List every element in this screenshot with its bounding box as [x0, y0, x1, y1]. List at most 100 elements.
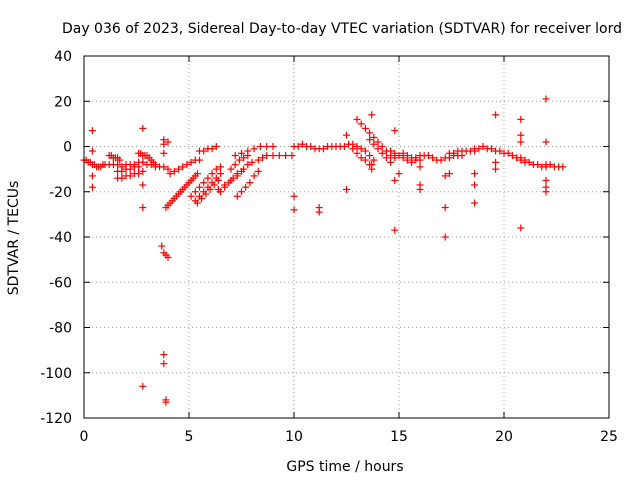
data-point — [139, 124, 147, 132]
data-point — [227, 165, 235, 173]
data-point — [147, 161, 155, 169]
y-tick-label: -120 — [40, 411, 72, 427]
data-point — [88, 172, 96, 180]
data-point — [294, 143, 302, 150]
data-point — [139, 382, 147, 390]
data-point — [361, 156, 369, 164]
data-point — [412, 154, 420, 162]
y-tick-label: 20 — [54, 94, 72, 110]
x-tick-label: 5 — [185, 429, 194, 445]
data-point — [187, 158, 195, 166]
data-point — [139, 181, 147, 189]
data-point — [349, 145, 357, 153]
chart-title: Day 036 of 2023, Sidereal Day-to-day VTE… — [62, 21, 622, 37]
data-point — [391, 127, 399, 135]
data-point — [244, 147, 252, 155]
data-point — [139, 204, 147, 212]
data-point — [416, 163, 424, 171]
data-point — [242, 183, 250, 191]
y-tick-label: -60 — [49, 275, 72, 291]
data-point — [282, 152, 290, 160]
y-tick-label: -20 — [49, 185, 72, 201]
data-point — [399, 149, 407, 157]
data-point — [160, 149, 168, 157]
data-point — [517, 138, 525, 146]
data-point — [441, 233, 449, 241]
y-tick-label: 0 — [63, 140, 72, 156]
data-point — [370, 140, 378, 148]
data-point — [424, 152, 432, 160]
data-point — [217, 170, 224, 178]
data-point — [517, 115, 525, 123]
data-point — [246, 179, 254, 187]
x-axis-label: GPS time / hours — [286, 459, 403, 475]
x-tick-label: 20 — [495, 429, 513, 445]
data-point — [492, 165, 500, 173]
data-point — [116, 156, 124, 164]
data-point — [475, 145, 483, 153]
data-point — [240, 165, 248, 173]
data-point — [206, 185, 214, 193]
data-point — [193, 170, 201, 178]
data-point — [374, 145, 382, 153]
data-point — [319, 145, 327, 153]
data-point — [395, 152, 403, 160]
data-point — [353, 149, 361, 157]
data-point — [437, 156, 445, 164]
data-point — [517, 224, 525, 232]
data-point — [361, 147, 369, 155]
data-point — [160, 360, 168, 368]
data-point — [391, 149, 399, 157]
data-point — [139, 167, 147, 175]
data-point — [244, 161, 252, 169]
data-point — [357, 145, 365, 153]
data-point — [534, 161, 542, 169]
x-tick-label: 15 — [390, 429, 408, 445]
data-point — [126, 165, 134, 173]
data-point — [256, 143, 264, 150]
data-point — [290, 192, 298, 200]
data-points — [80, 95, 567, 406]
data-point — [114, 161, 122, 169]
data-point — [288, 152, 296, 160]
data-point — [340, 143, 348, 150]
data-point — [525, 158, 533, 166]
data-point — [240, 154, 248, 162]
data-point — [517, 154, 525, 162]
y-axis-label: SDTVAR / TECUs — [6, 181, 22, 296]
data-point — [361, 124, 369, 132]
data-point — [508, 152, 516, 160]
data-point — [238, 149, 245, 157]
data-point — [471, 181, 479, 189]
data-point — [231, 161, 239, 169]
data-point — [248, 158, 256, 166]
data-point — [370, 133, 378, 141]
data-point — [391, 176, 399, 184]
data-point — [496, 147, 504, 155]
data-point — [88, 127, 96, 135]
data-point — [542, 138, 550, 146]
data-point — [416, 185, 424, 193]
data-point — [233, 192, 241, 200]
data-point — [521, 156, 529, 164]
data-point — [183, 161, 191, 169]
data-point — [250, 172, 258, 180]
data-point — [162, 398, 170, 406]
data-point — [368, 165, 376, 173]
data-point — [368, 111, 376, 119]
data-point — [135, 163, 143, 171]
data-point — [387, 147, 395, 155]
data-point — [212, 165, 220, 173]
data-point — [307, 143, 315, 150]
data-point — [395, 170, 403, 178]
data-point — [429, 154, 437, 162]
data-point — [187, 192, 195, 200]
data-point — [353, 143, 361, 150]
data-point — [357, 120, 365, 128]
data-point — [391, 226, 399, 234]
data-point — [492, 158, 500, 166]
data-point — [233, 172, 241, 180]
data-point — [315, 208, 323, 216]
data-point — [179, 163, 187, 171]
